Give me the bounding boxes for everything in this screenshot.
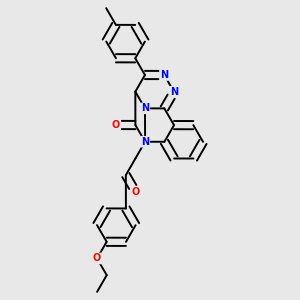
Text: N: N [170, 87, 178, 97]
Text: O: O [131, 187, 140, 197]
Text: O: O [112, 120, 120, 130]
Text: O: O [93, 254, 101, 263]
Text: N: N [141, 137, 149, 147]
Text: N: N [141, 103, 149, 113]
Text: N: N [160, 70, 168, 80]
